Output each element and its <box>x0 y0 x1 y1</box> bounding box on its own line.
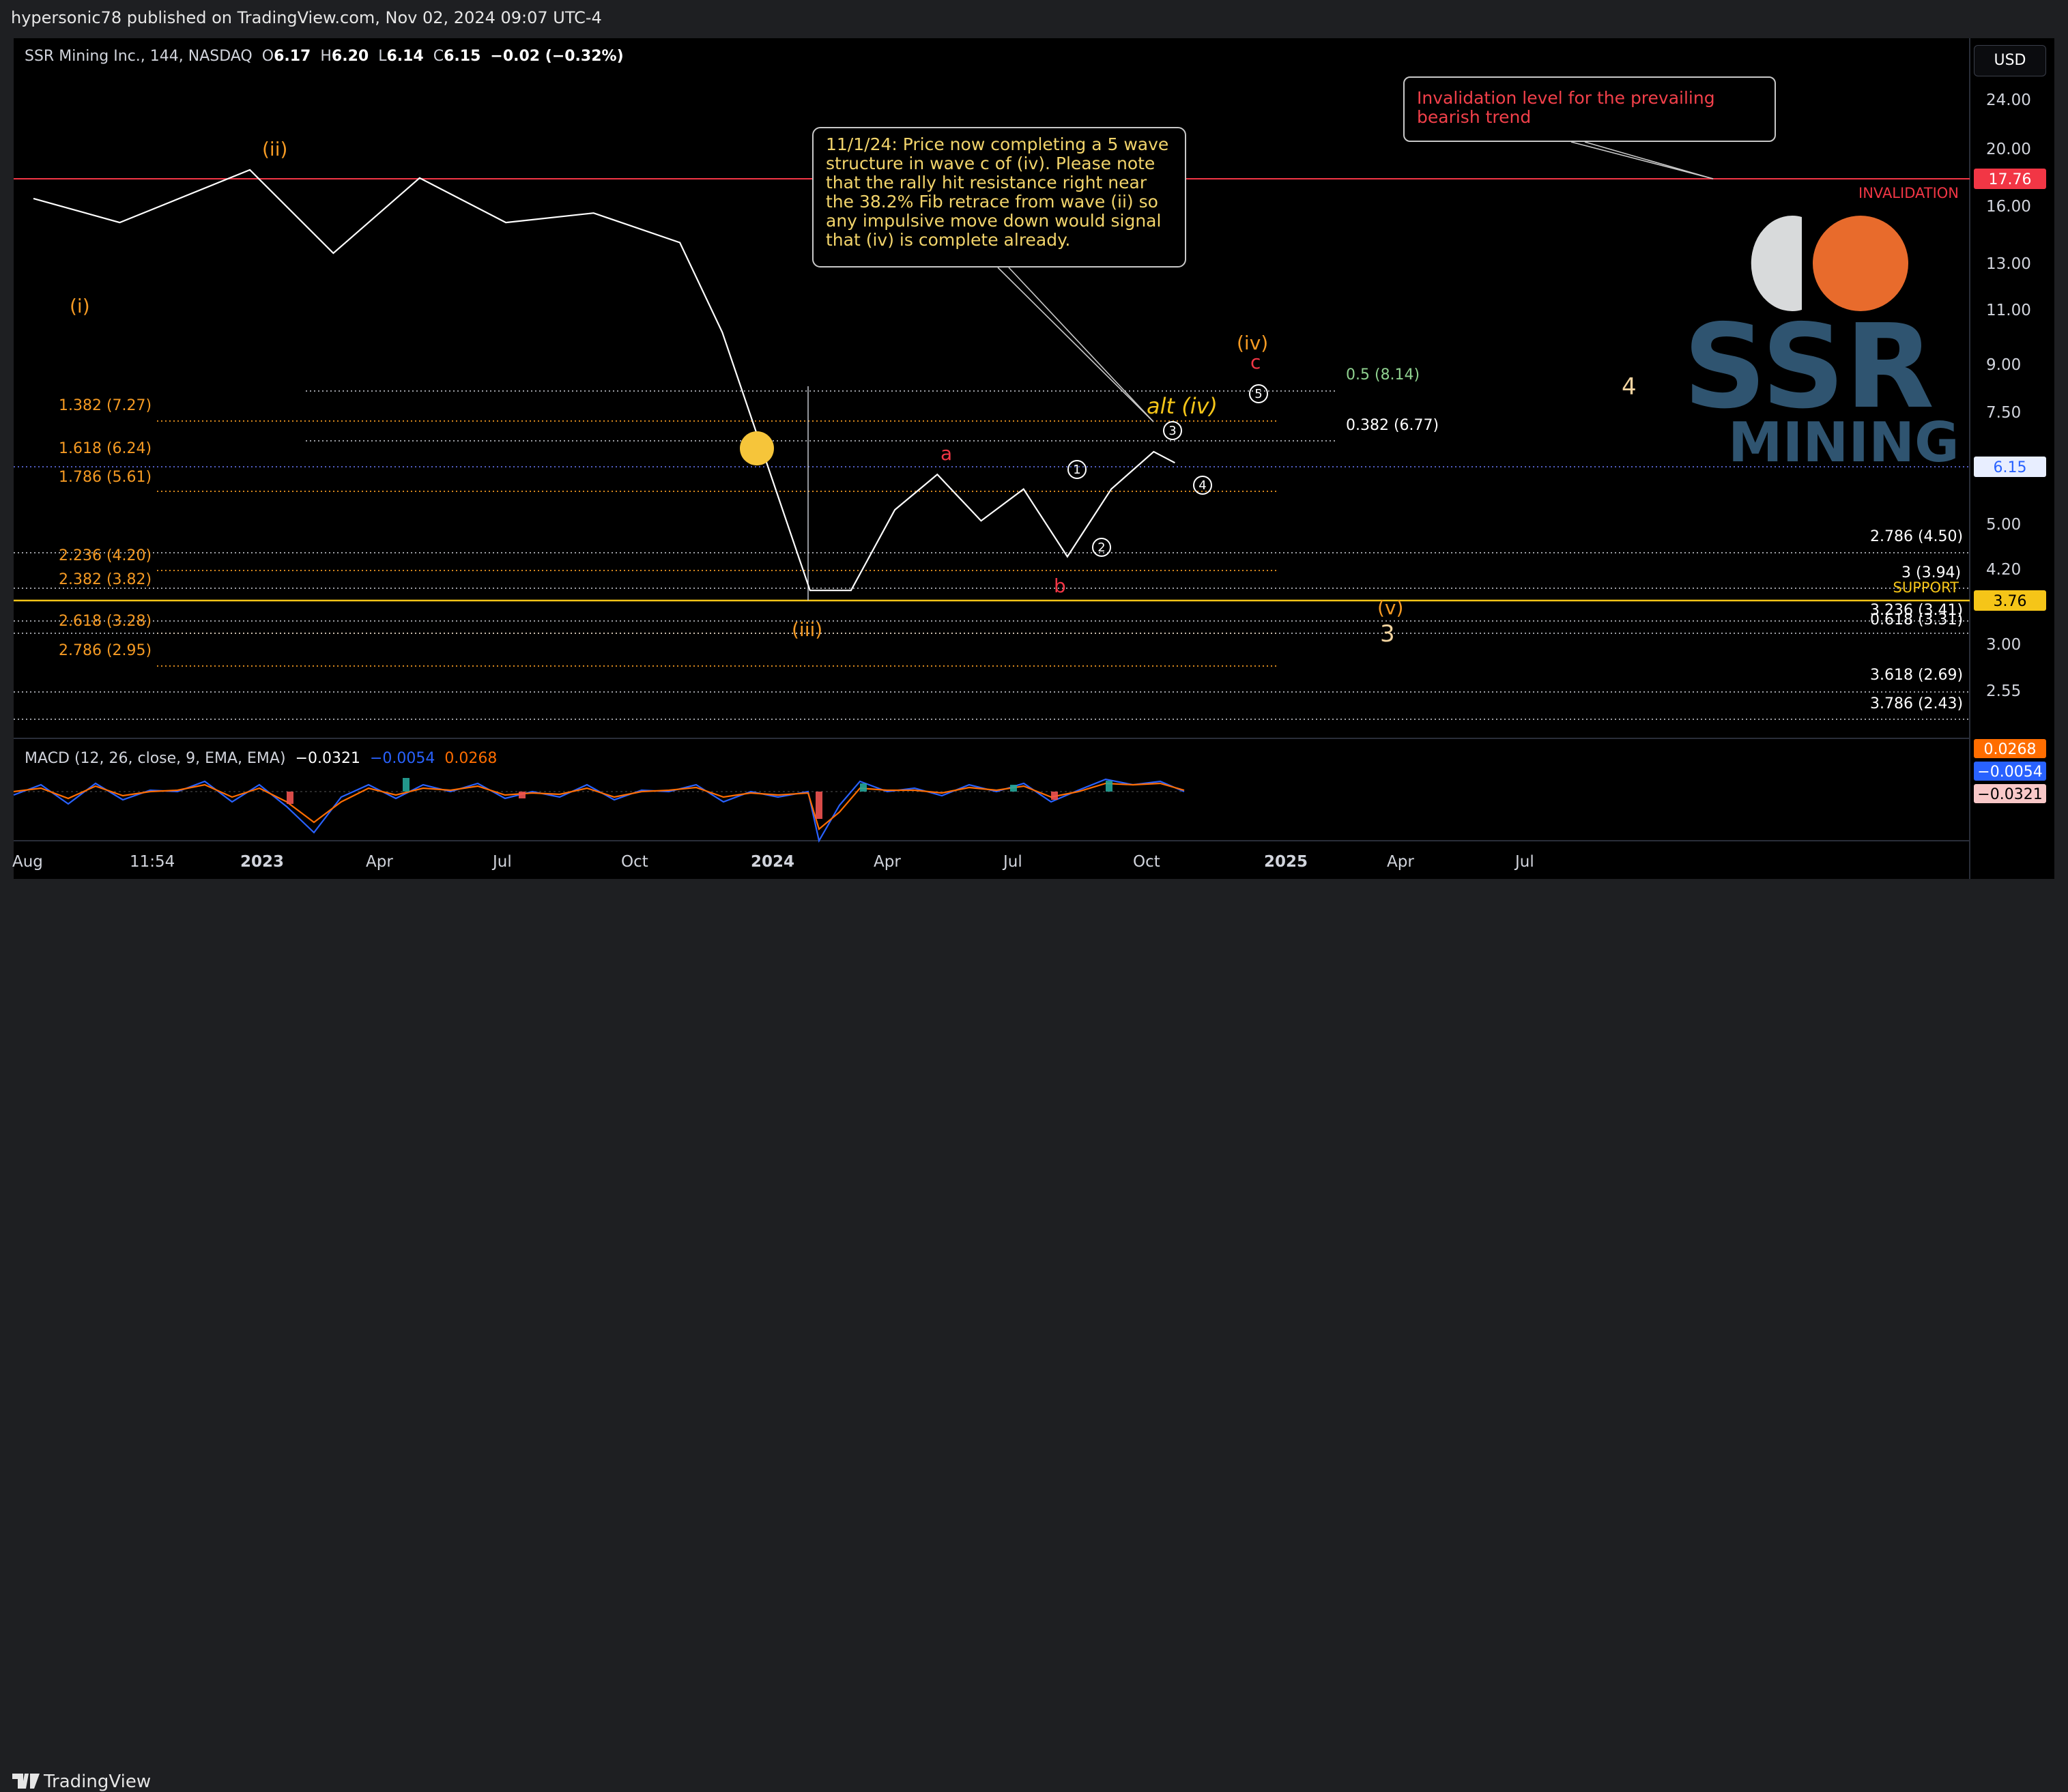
open-value: 6.17 <box>274 48 311 65</box>
y-tick-label: 11.00 <box>1986 302 2031 319</box>
price-series-line <box>33 169 1175 592</box>
fib-left-4: 2.236 (4.20) <box>59 547 152 564</box>
symbol-ohlc-bar[interactable]: SSR Mining Inc., 144, NASDAQ O6.17 H6.20… <box>25 48 624 65</box>
minor-wave-4: 4 <box>1198 478 1206 493</box>
published-info: hypersonic78 published on TradingView.co… <box>11 8 602 27</box>
wave-label-i: (i) <box>70 295 90 317</box>
y-tick-label: 3.00 <box>1986 636 2021 654</box>
chart-canvas[interactable]: 24.0020.0016.0013.0011.009.007.505.004.2… <box>0 0 2068 880</box>
badge-macd-signal: 0.0268 <box>1984 741 2037 758</box>
wave-label-b: b <box>1054 575 1066 597</box>
fib-right-lines <box>14 390 1970 720</box>
x-tick-label: Aug <box>12 853 43 871</box>
wave-label-iii: (iii) <box>792 618 822 641</box>
macd-label: MACD (12, 26, close, 9, EMA, EMA) <box>25 750 286 767</box>
invalidation-callout[interactable]: Invalidation level for the prevailing be… <box>1403 76 1776 142</box>
y-tick-label: 13.00 <box>1986 255 2031 273</box>
grimace-emoji-icon <box>740 431 774 465</box>
minor-wave-2: 2 <box>1097 540 1105 555</box>
support-label: SUPPORT <box>1893 579 1959 596</box>
x-tick-label: 11:54 <box>130 853 175 871</box>
fib-right-3: 2.786 (4.50) <box>1870 528 1963 545</box>
fib-right-7: 3.618 (2.69) <box>1870 667 1963 684</box>
fib-left-6: 2.618 (3.28) <box>59 613 152 630</box>
analysis-callout[interactable]: 11/1/24: Price now completing a 5 wave s… <box>812 127 1186 268</box>
badge-support: 3.76 <box>1994 593 2027 610</box>
fib-right-4: 3 (3.94) <box>1901 564 1961 581</box>
close-value: 6.15 <box>444 48 481 65</box>
x-tick-label: Apr <box>1387 853 1414 871</box>
tradingview-logo-icon <box>12 1774 40 1789</box>
tradingview-logo[interactable]: TradingView <box>12 1772 151 1792</box>
fib-right-5: 3.236 (3.41) <box>1870 602 1963 619</box>
y-tick-label: 5.00 <box>1986 516 2021 534</box>
logo-text-mining: MINING <box>1728 411 1959 474</box>
top-bar: hypersonic78 published on TradingView.co… <box>0 0 2068 38</box>
y-tick-label: 7.50 <box>1986 404 2021 422</box>
macd-signal-line <box>13 782 1185 830</box>
wave-label-alt-iv: alt (iv) <box>1147 393 1218 419</box>
wave-label-3-big: 3 <box>1380 620 1395 648</box>
badge-macd-line: −0.0054 <box>1977 764 2042 781</box>
currency-button[interactable]: USD <box>1974 45 2046 76</box>
minor-wave-3: 3 <box>1168 424 1176 438</box>
logo-text-ssr: SSR <box>1683 300 1934 435</box>
wave-label-iv: (iv) <box>1237 332 1268 354</box>
x-tick-label: Apr <box>874 853 901 871</box>
wave-label-4-big: 4 <box>1622 373 1637 401</box>
fib-left-3: 1.786 (5.61) <box>59 469 152 486</box>
y-tick-label: 2.55 <box>1986 682 2021 700</box>
wave-label-c: c <box>1250 351 1261 373</box>
low-value: 6.14 <box>386 48 424 65</box>
fib-left-7: 2.786 (2.95) <box>59 642 152 659</box>
wave-label-a: a <box>940 442 952 465</box>
macd-legend[interactable]: MACD (12, 26, close, 9, EMA, EMA) −0.032… <box>25 750 497 767</box>
badge-invalidation: 17.76 <box>1989 171 2032 188</box>
x-tick-label: Oct <box>1133 853 1160 871</box>
minor-wave-5: 5 <box>1254 387 1262 401</box>
x-tick-label: Apr <box>366 853 393 871</box>
macd-value-3: 0.0268 <box>444 750 498 767</box>
fib-left-2: 1.618 (6.24) <box>59 440 152 457</box>
invalidation-label: INVALIDATION <box>1858 185 1959 201</box>
high-value: 6.20 <box>331 48 369 65</box>
minor-wave-1: 1 <box>1073 463 1080 477</box>
fib-right-8: 3.786 (2.43) <box>1870 695 1963 712</box>
macd-value-2: −0.0054 <box>369 750 435 767</box>
ssr-mining-logo: SSR MINING <box>1683 216 1959 474</box>
wave-label-v: (v) <box>1377 596 1403 619</box>
fib-left-5: 2.382 (3.82) <box>59 571 152 588</box>
macd-pane <box>13 778 1185 843</box>
symbol-name: SSR Mining Inc., 144, NASDAQ <box>25 48 253 65</box>
y-tick-label: 20.00 <box>1986 141 2031 158</box>
y-tick-label: 16.00 <box>1986 198 2031 216</box>
y-tick-label: 4.20 <box>1986 561 2021 579</box>
x-tick-label: Oct <box>621 853 648 871</box>
macd-value-1: −0.0321 <box>295 750 360 767</box>
x-tick-label: Jul <box>1514 853 1534 871</box>
y-tick-label: 24.00 <box>1986 91 2031 109</box>
x-tick-label: 2025 <box>1264 853 1308 871</box>
change-value: −0.02 (−0.32%) <box>490 48 624 65</box>
x-tick-label: Jul <box>491 853 512 871</box>
wave-label-ii: (ii) <box>262 138 287 160</box>
fib-right-1: 0.5 (8.14) <box>1346 366 1420 384</box>
fib-left-1: 1.382 (7.27) <box>59 397 152 414</box>
fib-right-6: 0.618 (3.31) <box>1870 611 1963 628</box>
badge-macd-hist: −0.0321 <box>1977 786 2042 803</box>
footer: TradingView <box>0 880 2068 1792</box>
x-tick-label: Jul <box>1002 853 1022 871</box>
badge-last-price: 6.15 <box>1994 459 2027 476</box>
x-tick-label: 2024 <box>751 853 794 871</box>
x-tick-label: 2023 <box>240 853 284 871</box>
y-tick-label: 9.00 <box>1986 356 2021 374</box>
fib-right-2: 0.382 (6.77) <box>1346 417 1439 434</box>
